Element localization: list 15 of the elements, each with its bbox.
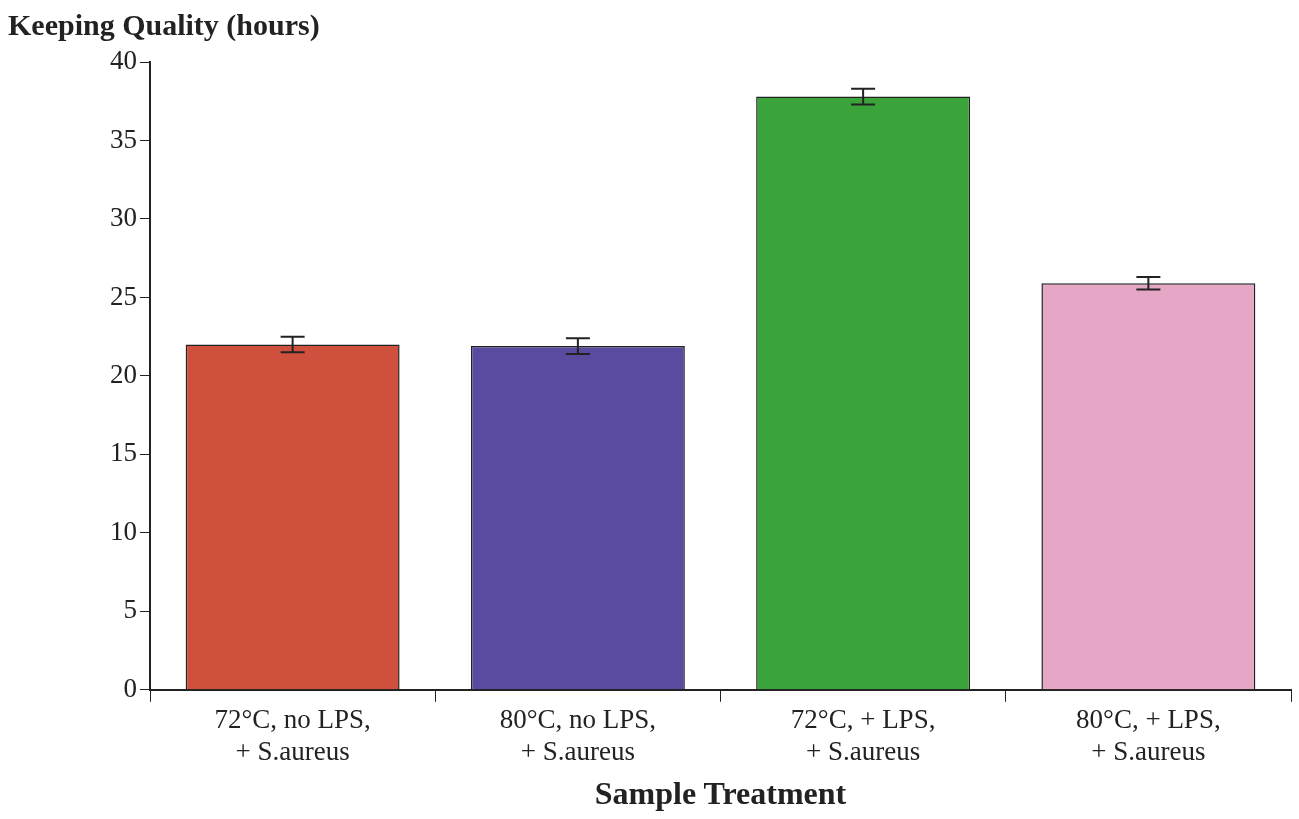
y-tick-label: 5 [123, 594, 137, 625]
y-axis-title: Keeping Quality (hours) [8, 7, 320, 42]
y-tick-label: 15 [110, 437, 137, 468]
x-tick-label: 72°C, + LPS, + S.aureus [790, 704, 936, 767]
y-tick-label: 30 [110, 202, 137, 233]
x-tick-label: 80°C, + LPS, + S.aureus [1076, 704, 1221, 767]
y-tick-label: 25 [110, 280, 137, 311]
y-tick-label: 20 [110, 358, 137, 389]
y-tick-label: 35 [110, 123, 137, 154]
y-tick-label: 40 [110, 45, 137, 76]
x-tick-label: 80°C, no LPS, + S.aureus [499, 704, 657, 767]
y-tick-label: 0 [123, 672, 137, 703]
x-tick-label: 72°C, no LPS, + S.aureus [214, 704, 371, 767]
x-axis-title: Sample Treatment [594, 775, 847, 812]
y-tick-label: 10 [110, 515, 137, 546]
